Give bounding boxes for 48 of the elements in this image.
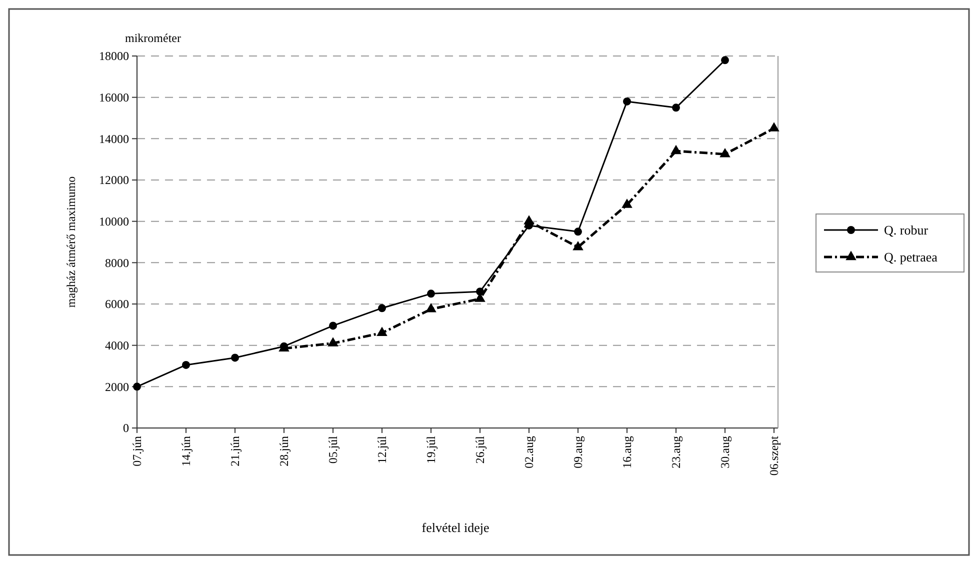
- x-tick-label: 30.aug: [718, 436, 732, 468]
- y-tick-label: 4000: [105, 338, 129, 353]
- x-axis-title: felvétel ideje: [422, 520, 490, 535]
- point: [231, 354, 239, 362]
- legend-label: Q. petraea: [884, 250, 938, 265]
- y-tick-label: 10000: [99, 214, 129, 229]
- x-tick-label: 09.aug: [571, 436, 585, 468]
- point: [476, 288, 484, 296]
- x-tick-label: 16.aug: [620, 436, 634, 468]
- y-tick-label: 18000: [99, 49, 129, 64]
- point: [721, 56, 729, 64]
- point: [768, 122, 780, 132]
- point: [672, 104, 680, 112]
- y-tick-label: 6000: [105, 297, 129, 312]
- y-axis-title: magház átmérő maximumo: [64, 176, 78, 308]
- point: [182, 360, 190, 369]
- point: [378, 304, 386, 312]
- text: mikrométer: [125, 31, 181, 45]
- point: [574, 228, 582, 236]
- point: [670, 144, 682, 154]
- point: [622, 198, 632, 208]
- point: [427, 290, 435, 298]
- x-tick-label: 28.jún: [277, 436, 291, 466]
- y-tick-label: 8000: [105, 256, 129, 270]
- point: [329, 322, 337, 330]
- y-tick-label: 0: [123, 421, 129, 436]
- x-tick-label: 12.júl: [375, 435, 389, 464]
- x-tick-label: 26.júl: [473, 435, 487, 464]
- y-tick-label: 14000: [99, 132, 129, 146]
- y-tick-label: 16000: [99, 90, 129, 105]
- x-tick-label: 19.júl: [424, 435, 438, 464]
- point: [572, 240, 584, 250]
- point: [328, 337, 338, 346]
- x-tick-label: 07.jún: [130, 436, 144, 466]
- x-tick-label: 05.júl: [326, 435, 340, 464]
- legend-label: Q. robur: [884, 222, 929, 238]
- x-tick-label: 23.aug: [669, 436, 683, 468]
- point: [720, 148, 730, 158]
- point: [426, 302, 436, 312]
- point: [376, 326, 388, 336]
- point: [623, 97, 631, 106]
- y-tick-label: 2000: [105, 380, 129, 394]
- x-tick-label: 06.szept: [767, 435, 781, 476]
- point: [133, 382, 141, 391]
- y-tick-label: 12000: [99, 173, 129, 188]
- x-tick-label: 14.jún: [179, 436, 193, 466]
- x-tick-label: 02.aug: [522, 436, 536, 468]
- x-tick-label: 21.jún: [228, 436, 242, 466]
